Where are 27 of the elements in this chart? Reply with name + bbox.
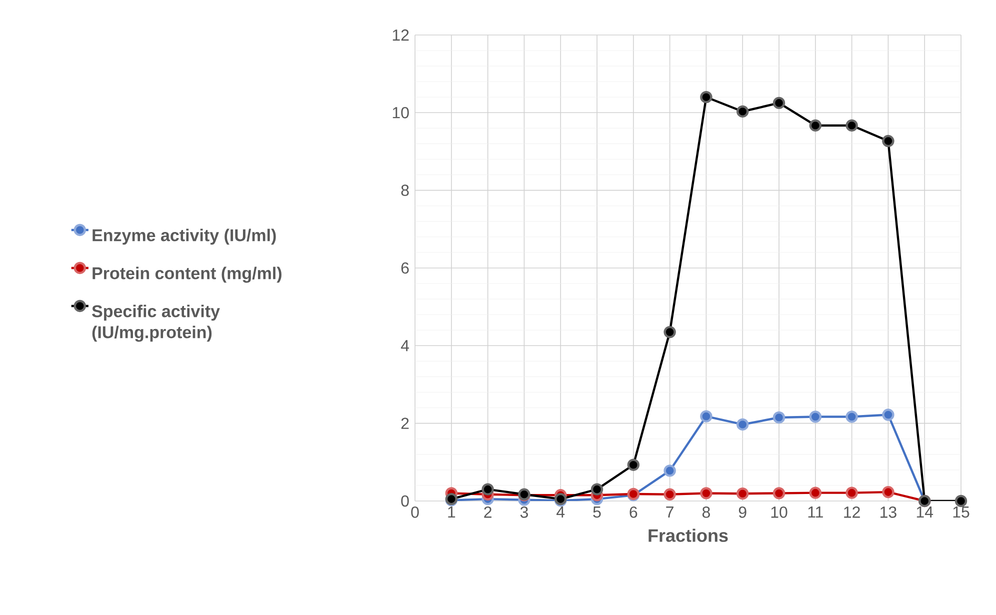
y-tick-label: 12 [392, 29, 409, 41]
x-tick-label: 8 [702, 506, 710, 518]
legend-label: Specific activity (IU/mg.protein) [92, 304, 220, 342]
x-tick-label: 6 [630, 506, 638, 518]
x-tick-label: 10 [771, 506, 788, 518]
y-tick-label: 10 [392, 106, 409, 118]
legend-label: Protein content (mg/ml) [92, 266, 282, 283]
x-tick-label: 12 [844, 506, 860, 518]
x-tick-label: 1 [448, 506, 456, 518]
x-tick-label: 14 [916, 506, 934, 518]
x-axis-title: Fractions [648, 528, 728, 542]
x-tick-label: 11 [808, 506, 823, 518]
x-tick-label: 9 [738, 506, 746, 518]
x-tick-label: 13 [880, 506, 896, 518]
y-tick-label: 8 [401, 184, 409, 196]
x-tick-label: 15 [953, 506, 970, 518]
x-tick-label: 3 [520, 506, 528, 518]
x-tick-label: 5 [593, 506, 601, 518]
x-tick-label: 2 [484, 506, 492, 518]
y-tick-label: 2 [401, 418, 409, 429]
x-tick-label: 0 [411, 506, 419, 518]
y-tick-label: 4 [400, 340, 409, 352]
y-tick-label: 6 [401, 262, 409, 274]
x-tick-label: 4 [556, 506, 565, 518]
x-tick-label: 7 [666, 506, 674, 518]
y-tick-label: 0 [401, 495, 409, 507]
legend-label: Enzyme activity (IU/ml) [92, 228, 276, 245]
